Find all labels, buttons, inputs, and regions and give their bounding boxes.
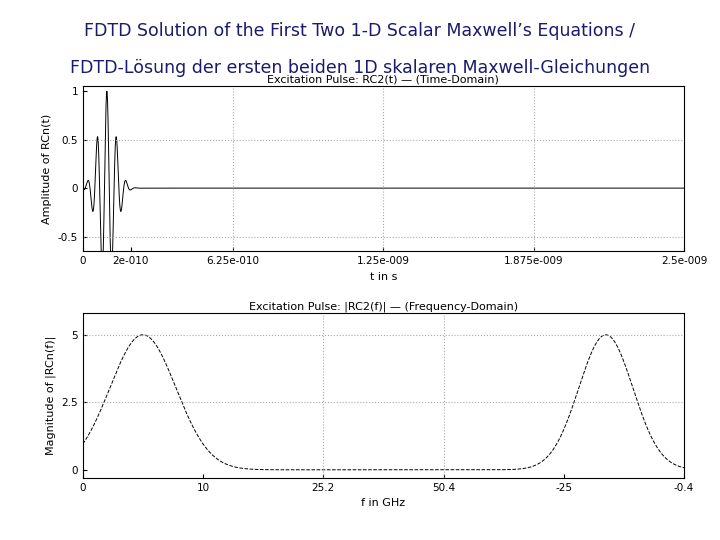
Y-axis label: Magnitude of |RCn(f)|: Magnitude of |RCn(f)| bbox=[45, 336, 55, 455]
Y-axis label: Amplitude of RCn(t): Amplitude of RCn(t) bbox=[42, 113, 52, 224]
Title: Excitation Pulse: RC2(t) — (Time-Domain): Excitation Pulse: RC2(t) — (Time-Domain) bbox=[267, 74, 500, 84]
Title: Excitation Pulse: |RC2(f)| — (Frequency-Domain): Excitation Pulse: |RC2(f)| — (Frequency-… bbox=[249, 301, 518, 312]
X-axis label: f in GHz: f in GHz bbox=[361, 498, 405, 508]
Text: FDTD-Lösung der ersten beiden 1D skalaren Maxwell-Gleichungen: FDTD-Lösung der ersten beiden 1D skalare… bbox=[70, 59, 650, 77]
Text: FDTD Solution of the First Two 1-D Scalar Maxwell’s Equations /: FDTD Solution of the First Two 1-D Scala… bbox=[84, 22, 636, 39]
X-axis label: t in s: t in s bbox=[369, 272, 397, 281]
